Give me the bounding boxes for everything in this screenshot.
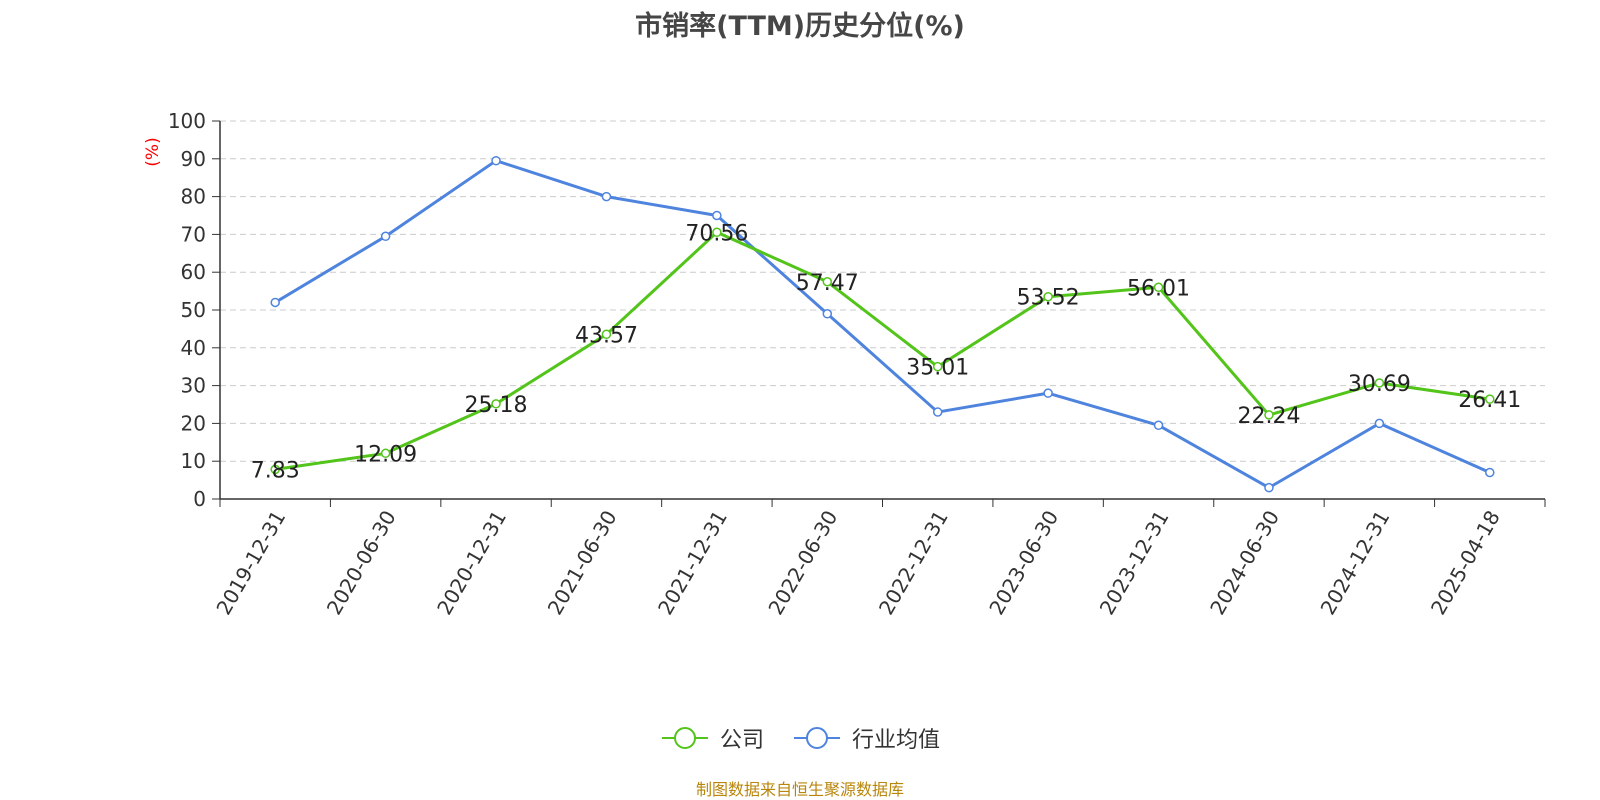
y-axis-label: (%) [143,137,163,166]
data-point [1153,420,1164,431]
legend-line-circle-icon [794,727,840,749]
data-point [1485,467,1495,478]
data-label: 30.69 [1348,372,1411,397]
y-tick-label: 100 [168,109,206,133]
x-tick-label: 2020-06-30 [322,506,401,619]
y-tick-label: 30 [181,374,206,398]
x-tick-label: 2020-12-31 [432,506,511,619]
data-point [712,227,722,238]
data-point [822,309,833,319]
x-tick-label: 2023-06-30 [984,506,1063,619]
axes: 0 10 20 30 40 50 60 70 80 90 100 2019-12-31 2020-06-… [168,109,1546,619]
data-point [932,361,943,372]
x-tick-label: 2021-12-31 [653,506,732,619]
legend-label-company: 公司 [719,728,764,753]
data-label: 35.01 [906,356,969,381]
y-tick-label: 70 [181,222,206,246]
y-tick-label: 80 [181,185,206,209]
x-tick-label: 2024-12-31 [1316,506,1395,619]
data-point [380,231,391,242]
data-label: 25.18 [465,393,528,418]
x-tick-label: 2024-06-30 [1205,506,1284,619]
data-label: 12.09 [354,442,417,467]
data-point [491,155,501,166]
data-point [270,464,280,475]
data-label: 22.24 [1237,404,1300,429]
data-point [491,399,501,409]
data-label: 26.41 [1458,388,1521,413]
chart-title: 市销率(TTM)历史分位(%) [635,11,965,42]
legend: 公司 行业均值 [0,722,1600,754]
data-point [1374,378,1385,388]
data-label: 70.56 [685,221,748,246]
y-tick-label: 60 [181,260,206,284]
data-labels: 7.83 12.09 25.18 43.57 70.56 57.47 35.01 53.52 5… [251,221,1522,483]
data-point [380,448,391,459]
series-line [274,159,1491,490]
x-tick-label: 2022-12-31 [874,506,953,619]
data-point [1153,282,1164,293]
x-tick-label: 2021-06-30 [543,506,622,619]
data-label: 53.52 [1017,286,1080,311]
series [270,155,1495,493]
data-point [1485,394,1495,404]
legend-label-industry-average: 行业均值 [852,728,941,753]
series-line [274,230,1491,471]
y-tick-label: 90 [181,147,206,171]
data-label: 7.83 [251,458,300,483]
y-tick-label: 10 [181,449,206,473]
data-point [601,329,612,340]
data-point [1264,482,1274,493]
data-label: 43.57 [575,323,638,348]
y-tick-label: 50 [181,298,206,322]
legend-item-industry-average[interactable]: 行业均值 [792,722,940,754]
x-tick-label: 2022-06-30 [763,506,842,619]
legend-line-circle-icon [661,727,708,749]
data-label: 57.47 [796,271,859,296]
y-tick-label: 40 [181,336,206,360]
data-point [1043,291,1053,302]
y-tick-label: 20 [181,411,206,435]
data-label: 56.01 [1127,276,1190,301]
data-point [822,277,833,287]
source-note: 制图数据来自恒生聚源数据库 [695,780,904,799]
data-point [1264,410,1274,420]
data-point [1374,418,1385,429]
y-tick-label: 0 [193,487,206,511]
x-tick-label: 2023-12-31 [1095,506,1174,619]
data-point [601,191,612,202]
x-tick-label: 2025-04-18 [1426,506,1505,619]
data-point [932,407,943,417]
x-tick-label: 2019-12-31 [211,506,290,619]
grid-lines [220,120,1545,462]
data-point [712,210,722,221]
data-point [1043,388,1053,398]
legend-item-company[interactable]: 公司 [660,722,764,754]
data-point [270,297,280,308]
